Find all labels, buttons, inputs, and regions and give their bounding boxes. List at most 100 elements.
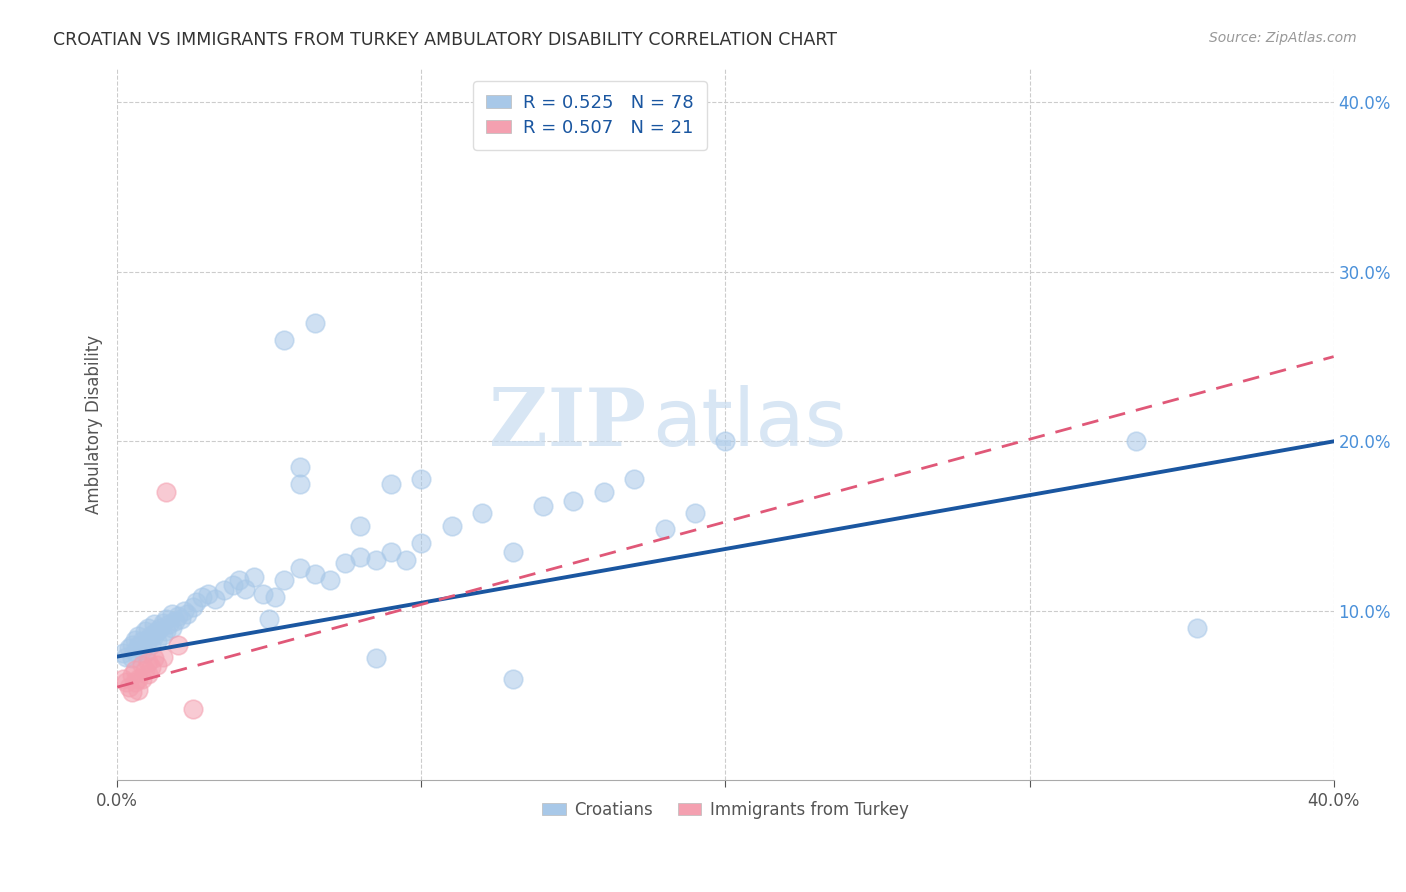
Point	[127, 640, 149, 654]
Point	[222, 578, 245, 592]
Point	[115, 649, 138, 664]
Point	[411, 536, 433, 550]
Point	[131, 634, 153, 648]
Point	[152, 615, 174, 630]
Point	[136, 632, 159, 647]
Point	[121, 685, 143, 699]
Point	[145, 658, 167, 673]
Point	[204, 591, 226, 606]
Point	[252, 587, 274, 601]
Point	[173, 604, 195, 618]
Point	[531, 499, 554, 513]
Point	[136, 666, 159, 681]
Point	[683, 506, 706, 520]
Point	[167, 638, 190, 652]
Point	[411, 472, 433, 486]
Point	[145, 634, 167, 648]
Point	[155, 612, 177, 626]
Point	[714, 434, 737, 449]
Point	[243, 570, 266, 584]
Point	[136, 655, 159, 669]
Point	[127, 672, 149, 686]
Point	[134, 624, 156, 639]
Point	[136, 621, 159, 635]
Point	[142, 651, 165, 665]
Point	[160, 621, 183, 635]
Point	[264, 591, 287, 605]
Point	[364, 651, 387, 665]
Text: ZIP: ZIP	[489, 385, 647, 464]
Text: CROATIAN VS IMMIGRANTS FROM TURKEY AMBULATORY DISABILITY CORRELATION CHART: CROATIAN VS IMMIGRANTS FROM TURKEY AMBUL…	[53, 31, 838, 49]
Y-axis label: Ambulatory Disability: Ambulatory Disability	[86, 334, 103, 514]
Point	[131, 658, 153, 673]
Point	[127, 629, 149, 643]
Point	[349, 549, 371, 564]
Point	[131, 642, 153, 657]
Point	[319, 574, 342, 588]
Point	[191, 591, 214, 605]
Point	[304, 316, 326, 330]
Point	[139, 627, 162, 641]
Point	[181, 702, 204, 716]
Point	[124, 675, 146, 690]
Point	[115, 675, 138, 690]
Point	[134, 646, 156, 660]
Point	[623, 472, 645, 486]
Point	[440, 519, 463, 533]
Point	[197, 587, 219, 601]
Point	[142, 617, 165, 632]
Point	[471, 506, 494, 520]
Point	[145, 624, 167, 639]
Point	[124, 644, 146, 658]
Point	[149, 621, 172, 635]
Legend: Croatians, Immigrants from Turkey: Croatians, Immigrants from Turkey	[536, 794, 915, 825]
Point	[112, 672, 135, 686]
Point	[502, 672, 524, 686]
Point	[152, 649, 174, 664]
Point	[212, 583, 235, 598]
Point	[118, 680, 141, 694]
Point	[163, 614, 186, 628]
Text: atlas: atlas	[652, 385, 846, 464]
Point	[257, 612, 280, 626]
Point	[395, 553, 418, 567]
Point	[181, 600, 204, 615]
Point	[139, 659, 162, 673]
Point	[288, 459, 311, 474]
Point	[121, 651, 143, 665]
Point	[121, 638, 143, 652]
Point	[654, 523, 676, 537]
Point	[1125, 434, 1147, 449]
Point	[592, 485, 614, 500]
Point	[502, 544, 524, 558]
Point	[142, 629, 165, 643]
Point	[160, 607, 183, 622]
Point	[155, 624, 177, 639]
Point	[112, 646, 135, 660]
Point	[152, 627, 174, 641]
Point	[304, 566, 326, 581]
Point	[228, 574, 250, 588]
Point	[233, 582, 256, 596]
Point	[157, 617, 180, 632]
Point	[288, 476, 311, 491]
Point	[167, 608, 190, 623]
Point	[349, 519, 371, 533]
Point	[288, 561, 311, 575]
Point	[364, 553, 387, 567]
Point	[273, 574, 295, 588]
Point	[170, 612, 193, 626]
Point	[155, 485, 177, 500]
Point	[1185, 621, 1208, 635]
Point	[335, 557, 357, 571]
Point	[176, 607, 198, 622]
Text: Source: ZipAtlas.com: Source: ZipAtlas.com	[1209, 31, 1357, 45]
Point	[131, 672, 153, 686]
Point	[134, 663, 156, 677]
Point	[186, 595, 208, 609]
Point	[121, 668, 143, 682]
Point	[380, 476, 402, 491]
Point	[562, 493, 585, 508]
Point	[127, 683, 149, 698]
Point	[139, 638, 162, 652]
